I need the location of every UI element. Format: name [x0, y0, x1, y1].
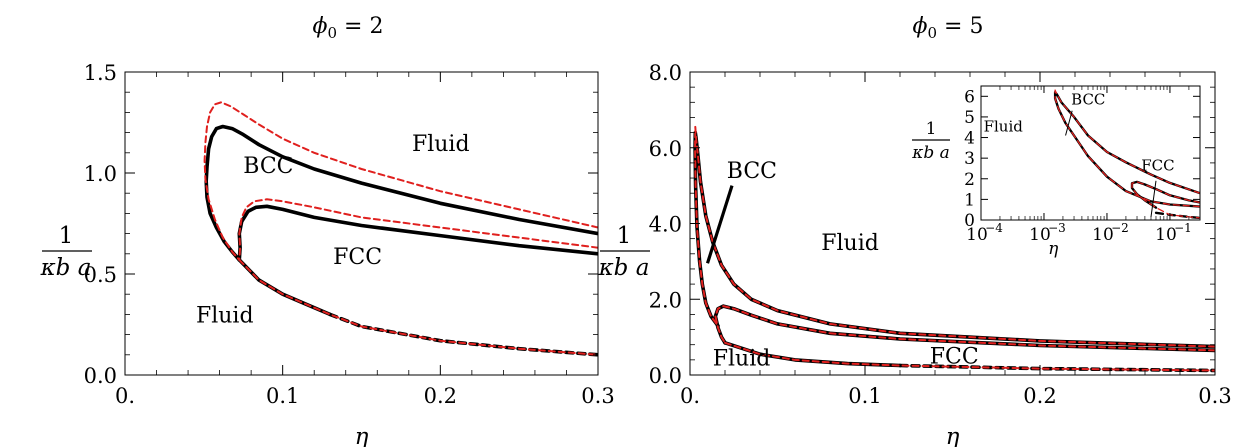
y-tick-label: 1.0	[84, 162, 117, 186]
phase-boundary-dashed-black-4	[328, 312, 598, 357]
chart-panel-2: 0. 0.1 0.2 0.3 0.0 2.0 4.0 6.0 8.0 ϕ0 = 5 η 1 κb a BC…	[598, 14, 1232, 447]
chart-panel-1: 0. 0.1 0.2 0.3 0.0 0.5 1.0 1.5 ϕ0 = 2 η 1 κb a BCC Fl…	[40, 14, 615, 447]
phase-boundary-dashed-red-4	[1054, 89, 1200, 208]
x-tick-label: 0.1	[266, 384, 299, 408]
y-tick-label: 2	[964, 170, 975, 190]
x-tick-label: 0.2	[424, 384, 457, 408]
annotation-pointer-line	[705, 185, 734, 264]
y-tick-label: 0.0	[84, 364, 117, 388]
phase-boundary-dashed-red-7	[724, 341, 1215, 372]
region-label-fcc: FCC	[1141, 157, 1174, 175]
x-tick-label: 0.	[115, 384, 135, 408]
y-tick-label: 4	[964, 129, 975, 149]
phase-boundary-dashed-red-5	[1131, 181, 1200, 219]
region-label-bcc: BCC	[1071, 91, 1105, 109]
y-tick-label: 0	[964, 211, 975, 231]
y-tick-label: 1.5	[84, 61, 117, 85]
y-tick-label: 6	[964, 87, 975, 107]
region-label-fcc: FCC	[930, 345, 979, 370]
annotation-pointer-line	[1150, 180, 1157, 217]
x-tick-label: 10	[1092, 225, 1114, 245]
y-tick-label: 3	[964, 149, 975, 169]
plot-frame	[980, 85, 1201, 221]
x-tick-exponent: −4	[985, 221, 1003, 235]
x-tick-label: 10	[1155, 225, 1177, 245]
x-axis-label: η	[946, 424, 960, 447]
y-axis-label-denominator: κb a	[911, 143, 950, 163]
y-tick-label: 8.0	[649, 61, 682, 85]
phase-boundary-solid-black-1	[204, 124, 598, 262]
phase-boundary-dashed-red-6	[714, 305, 1215, 352]
y-tick-label: 1	[964, 190, 975, 210]
y-axis-label-numerator: 1	[59, 223, 74, 249]
x-tick-exponent: −1	[1174, 221, 1192, 235]
panel-title: ϕ0 = 2	[313, 14, 384, 42]
y-tick-label: 0.0	[649, 364, 682, 388]
x-tick-label: 0.	[680, 384, 700, 408]
y-axis-label-numerator: 1	[617, 223, 632, 249]
annotation-pointer-line	[1065, 110, 1073, 136]
y-axis-label-denominator: κb a	[598, 255, 650, 281]
phase-boundary-dashed-red-5	[203, 101, 598, 261]
phase-boundary-dashed-red-5	[694, 125, 1215, 348]
x-tick-label: 0.1	[848, 384, 881, 408]
region-label-fluid: Fluid	[196, 303, 254, 328]
region-label-fluid: Fluid	[713, 347, 771, 372]
x-tick-label: 0.3	[1198, 384, 1231, 408]
y-tick-label: 0.5	[84, 263, 117, 287]
x-tick-exponent: −3	[1048, 221, 1066, 235]
phase-boundary-dashed-red-7	[238, 258, 598, 356]
region-label-fluid: Fluid	[821, 231, 879, 256]
region-label-bcc: BCC	[727, 159, 777, 184]
phase-boundary-dashed-red-6	[238, 198, 598, 261]
region-label-fluid: Fluid	[412, 132, 470, 157]
y-axis-label-numerator: 1	[926, 119, 937, 139]
y-tick-label: 4.0	[649, 213, 682, 237]
plot-frame	[124, 71, 599, 376]
inset-background	[981, 86, 1200, 220]
region-label-bcc: BCC	[243, 154, 293, 179]
x-tick-label: 0.3	[581, 384, 614, 408]
y-tick-label: 5	[964, 108, 975, 128]
region-label-fcc: FCC	[333, 245, 382, 270]
x-tick-label: 10	[1029, 225, 1051, 245]
panel-title: ϕ0 = 5	[913, 14, 984, 42]
y-tick-label: 6.0	[649, 137, 682, 161]
y-tick-label: 2.0	[649, 288, 682, 312]
region-label-fluid: Fluid	[984, 117, 1024, 135]
x-tick-label: 10	[966, 225, 988, 245]
x-tick-label: 0.2	[1023, 384, 1056, 408]
y-axis-label-denominator: κb a	[40, 255, 92, 281]
x-axis-label: η	[355, 424, 369, 447]
x-tick-exponent: −2	[1111, 221, 1129, 235]
x-axis-label: η	[1048, 239, 1059, 259]
